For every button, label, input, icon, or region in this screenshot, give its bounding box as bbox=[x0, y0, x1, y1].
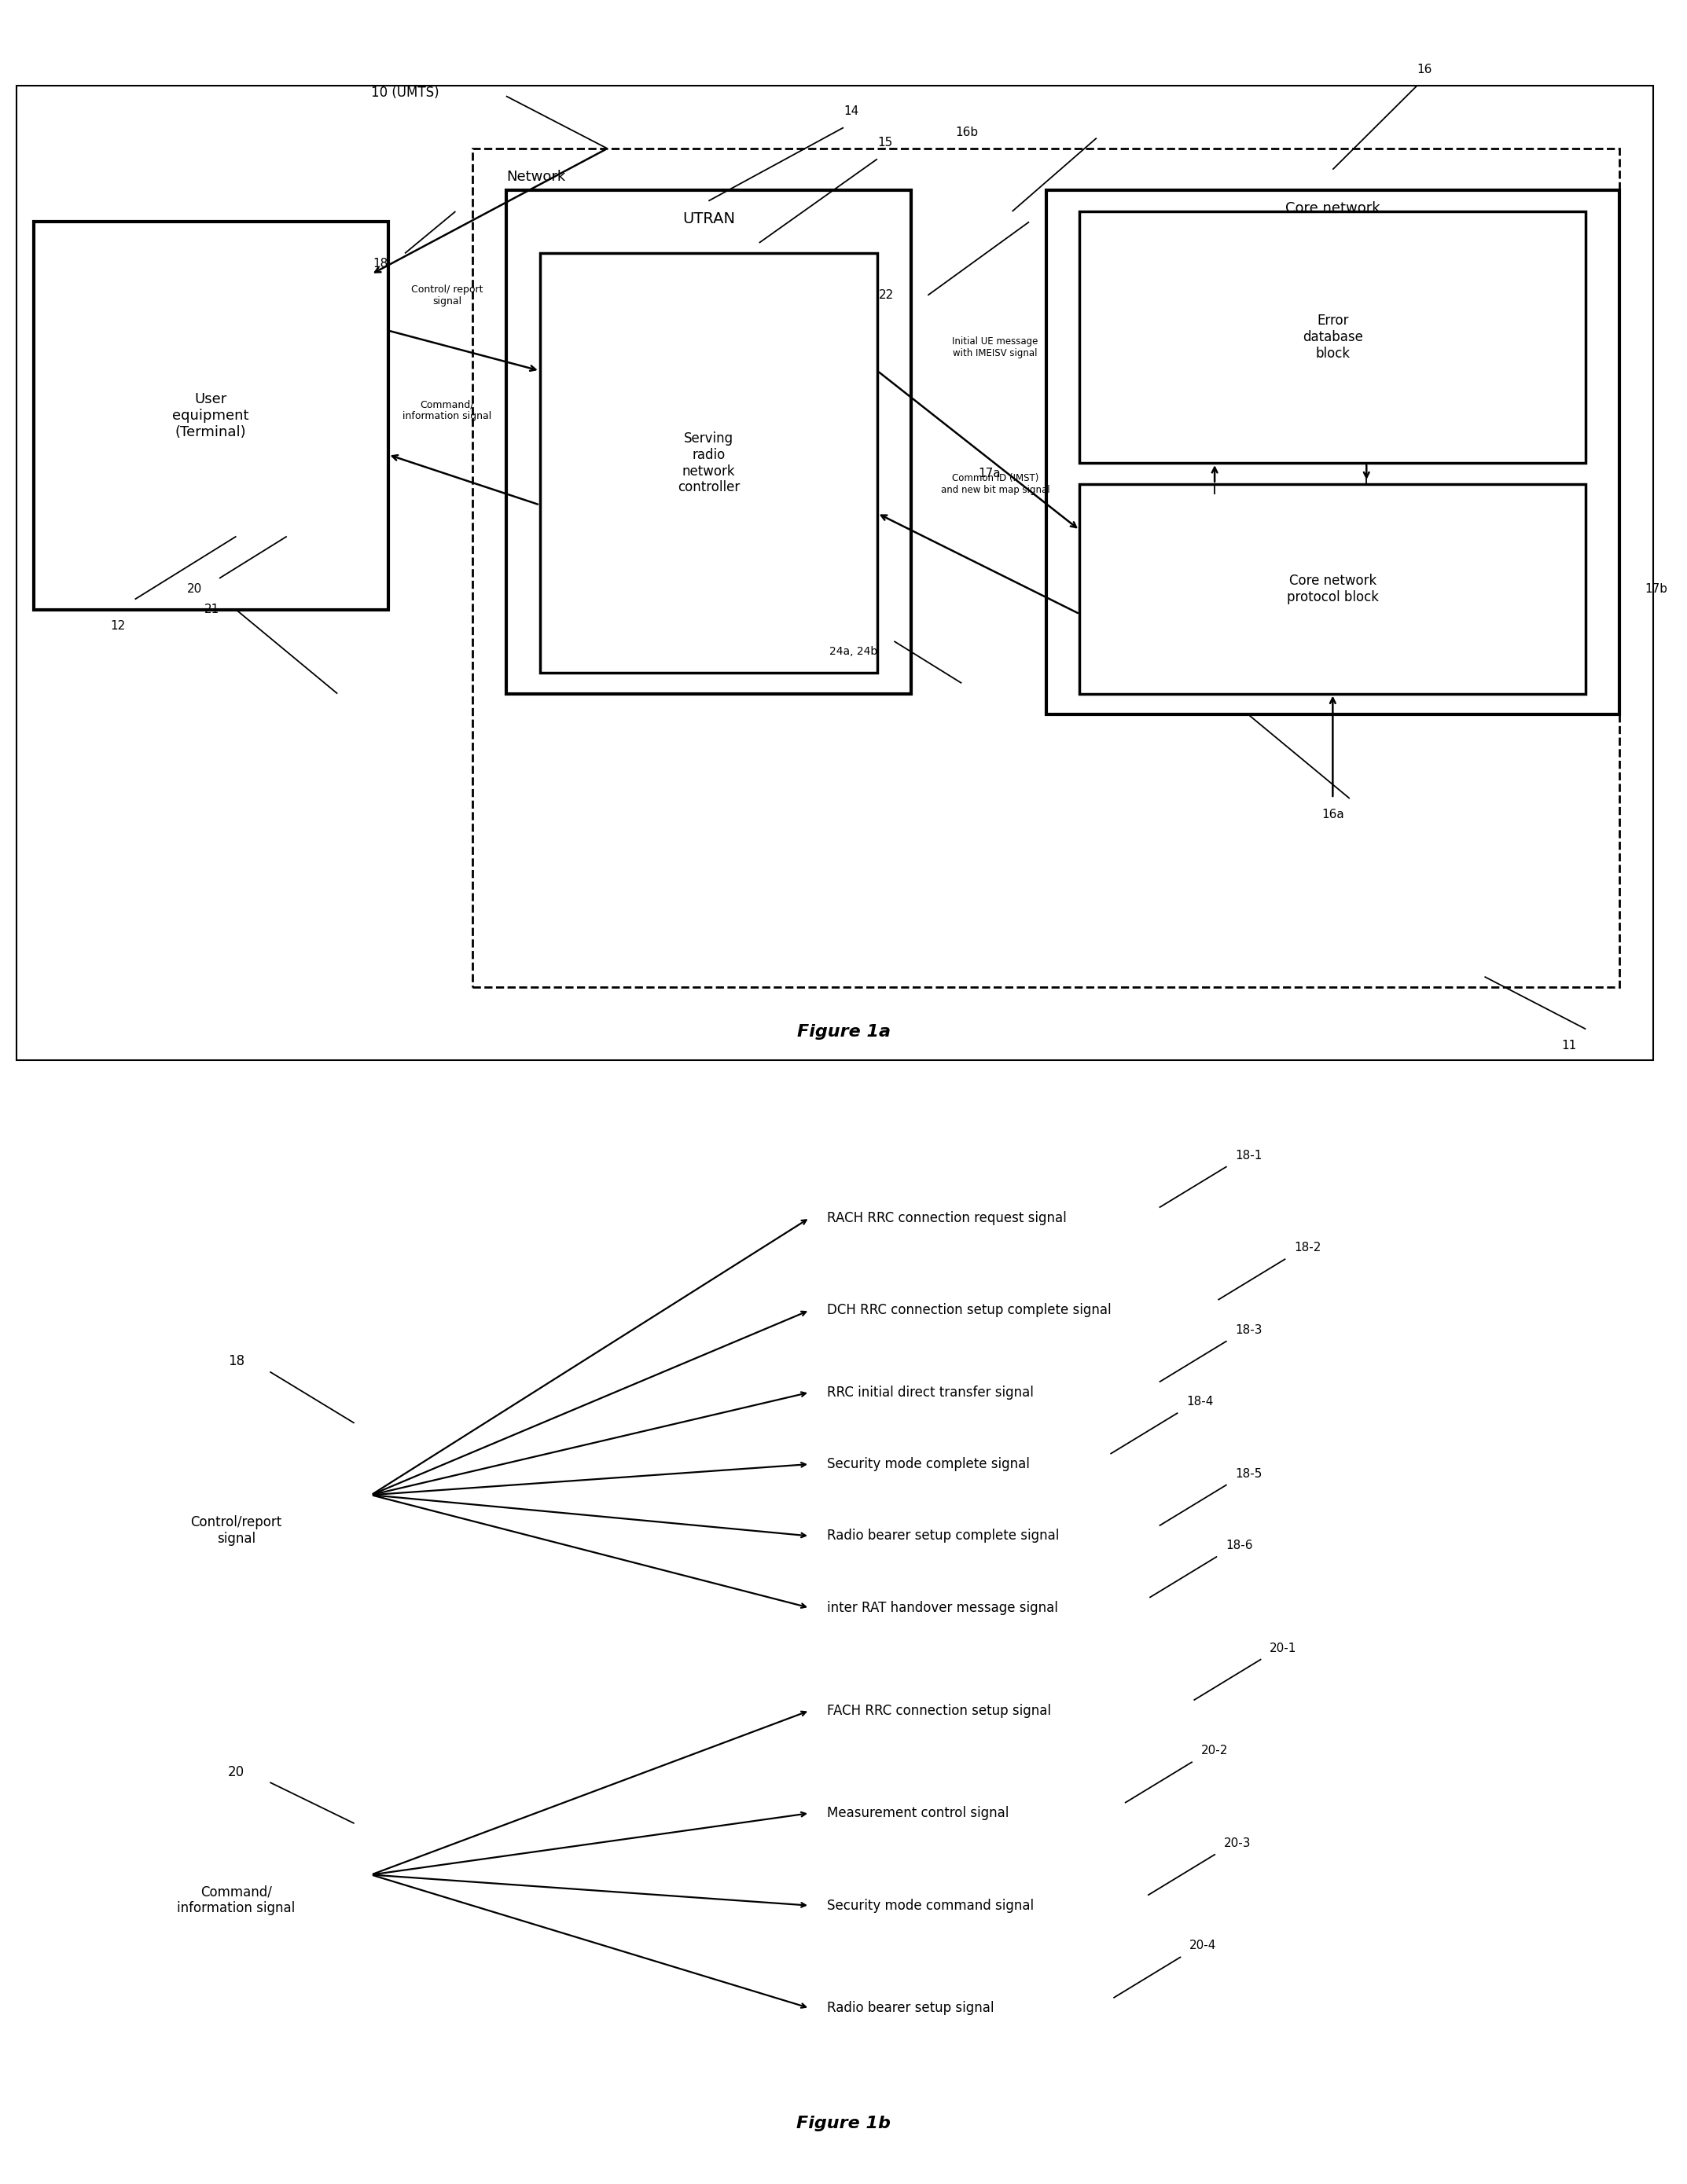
Text: 18-2: 18-2 bbox=[1294, 1243, 1321, 1254]
Bar bbox=[1046, 190, 1620, 714]
Text: 20: 20 bbox=[187, 583, 202, 594]
Text: Control/report
signal: Control/report signal bbox=[191, 1516, 282, 1546]
Bar bbox=[1080, 485, 1586, 695]
Text: Control/ report
signal: Control/ report signal bbox=[412, 284, 482, 306]
Bar bbox=[472, 149, 1620, 987]
Text: 20-4: 20-4 bbox=[1189, 1939, 1216, 1952]
Text: 18: 18 bbox=[228, 1354, 245, 1369]
Text: 12: 12 bbox=[111, 620, 125, 631]
Text: Measurement control signal: Measurement control signal bbox=[827, 1806, 1009, 1819]
Text: 16b: 16b bbox=[955, 127, 978, 138]
Text: RRC initial direct transfer signal: RRC initial direct transfer signal bbox=[827, 1385, 1032, 1400]
Bar bbox=[540, 253, 877, 673]
Text: Core network
protocol block: Core network protocol block bbox=[1287, 574, 1378, 605]
Text: 10 (UMTS): 10 (UMTS) bbox=[371, 85, 439, 100]
Text: inter RAT handover message signal: inter RAT handover message signal bbox=[827, 1601, 1058, 1614]
Text: 18-5: 18-5 bbox=[1235, 1468, 1262, 1479]
Text: 20: 20 bbox=[228, 1765, 245, 1780]
Text: 17a: 17a bbox=[978, 467, 1000, 478]
Text: 22: 22 bbox=[879, 290, 894, 301]
Text: Error
database
block: Error database block bbox=[1302, 314, 1363, 360]
Text: 14: 14 bbox=[844, 105, 859, 118]
Text: 20-2: 20-2 bbox=[1201, 1745, 1228, 1756]
Text: Common ID (IMST)
and new bit map signal: Common ID (IMST) and new bit map signal bbox=[941, 474, 1049, 496]
Text: RACH RRC connection request signal: RACH RRC connection request signal bbox=[827, 1210, 1066, 1225]
Text: Command/
information signal: Command/ information signal bbox=[403, 400, 491, 422]
Text: 18-3: 18-3 bbox=[1235, 1324, 1262, 1337]
Bar bbox=[34, 223, 388, 609]
Bar bbox=[506, 190, 911, 695]
Text: 17b: 17b bbox=[1645, 583, 1668, 594]
Text: 18-4: 18-4 bbox=[1186, 1396, 1213, 1409]
Text: 18-1: 18-1 bbox=[1235, 1149, 1262, 1162]
Text: 18-6: 18-6 bbox=[1225, 1540, 1252, 1551]
Text: 24a, 24b: 24a, 24b bbox=[828, 646, 877, 657]
Text: Core network: Core network bbox=[1285, 201, 1380, 214]
Text: FACH RRC connection setup signal: FACH RRC connection setup signal bbox=[827, 1704, 1051, 1717]
Text: Security mode complete signal: Security mode complete signal bbox=[827, 1457, 1029, 1472]
Bar bbox=[1080, 212, 1586, 463]
Text: 16: 16 bbox=[1417, 63, 1432, 74]
Text: DCH RRC connection setup complete signal: DCH RRC connection setup complete signal bbox=[827, 1304, 1112, 1317]
Text: 11: 11 bbox=[1562, 1040, 1576, 1051]
Text: 16a: 16a bbox=[1321, 808, 1345, 821]
Text: Security mode command signal: Security mode command signal bbox=[827, 1898, 1034, 1913]
Text: Initial UE message
with IMEISV signal: Initial UE message with IMEISV signal bbox=[953, 336, 1038, 358]
Text: Radio bearer setup complete signal: Radio bearer setup complete signal bbox=[827, 1529, 1059, 1544]
Text: 18: 18 bbox=[373, 258, 388, 269]
Text: 20-3: 20-3 bbox=[1223, 1837, 1250, 1850]
Text: 21: 21 bbox=[204, 605, 219, 616]
Text: Figure 1a: Figure 1a bbox=[796, 1024, 891, 1040]
Text: 20-1: 20-1 bbox=[1270, 1642, 1297, 1653]
Text: Command/
information signal: Command/ information signal bbox=[177, 1885, 295, 1915]
Text: User
equipment
(Terminal): User equipment (Terminal) bbox=[172, 393, 250, 439]
Text: 15: 15 bbox=[877, 138, 892, 149]
Text: Network: Network bbox=[506, 170, 565, 183]
Text: UTRAN: UTRAN bbox=[682, 212, 736, 227]
Text: Figure 1b: Figure 1b bbox=[796, 2116, 891, 2132]
Text: Radio bearer setup signal: Radio bearer setup signal bbox=[827, 2001, 994, 2016]
Text: Serving
radio
network
controller: Serving radio network controller bbox=[678, 432, 739, 494]
